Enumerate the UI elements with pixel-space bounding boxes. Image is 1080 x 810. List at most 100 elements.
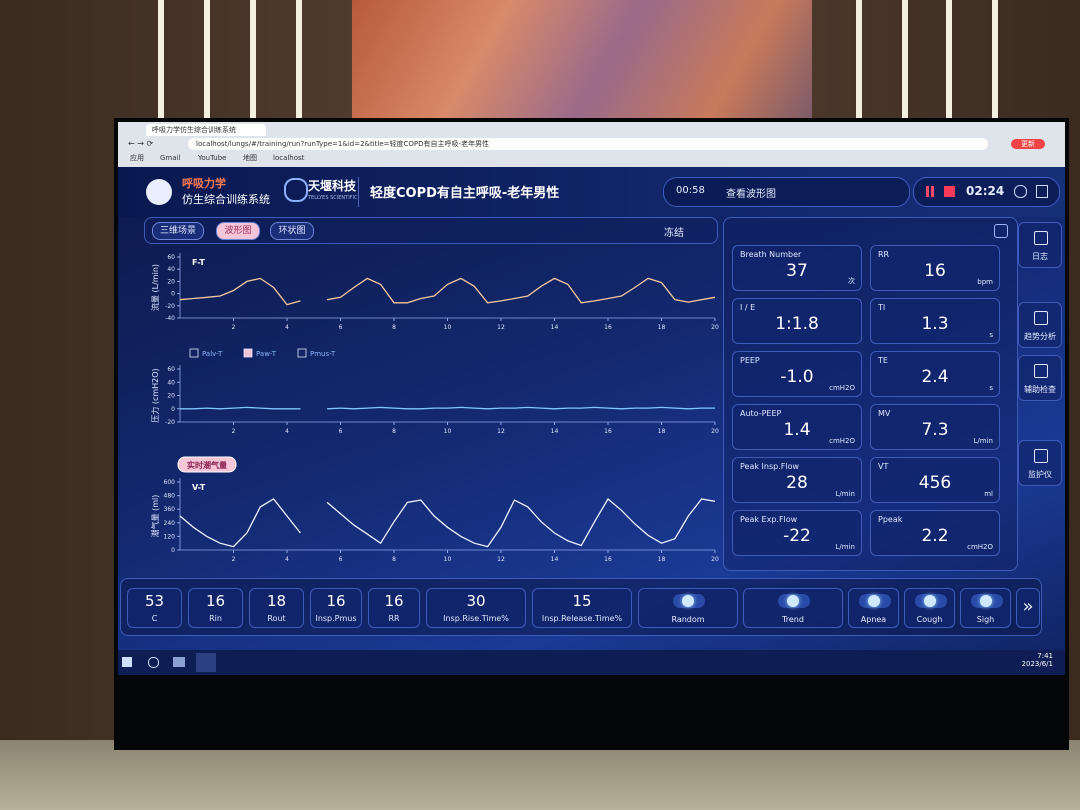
toggle-button[interactable]: Trend (743, 588, 843, 628)
chart-label: F-T (192, 258, 205, 267)
company-english: TELLYES SCIENTIFIC (308, 195, 358, 201)
legend-checkbox[interactable] (243, 348, 253, 358)
x-tick-label: 16 (604, 556, 612, 563)
explorer-icon[interactable] (173, 657, 185, 667)
search-icon[interactable] (148, 657, 159, 668)
y-tick-label: 480 (164, 493, 176, 500)
metric-label: Ppeak (878, 515, 903, 524)
bookmark[interactable]: localhost (273, 154, 305, 162)
toggle-switch (673, 594, 705, 608)
metric-unit: cmH2O (967, 543, 993, 551)
tab[interactable]: 环状图 (270, 222, 314, 240)
browser-tab[interactable]: 呼吸力学仿生综合训练系统 (146, 124, 266, 136)
toggle-button[interactable]: Random (638, 588, 738, 628)
param-button[interactable]: 30 Insp.Rise.Time% (426, 588, 526, 628)
y-tick-label: 0 (171, 406, 175, 413)
x-tick-label: 6 (339, 556, 343, 563)
toggle-label: Trend (782, 615, 804, 624)
chrome-icon[interactable] (196, 653, 216, 672)
address-bar[interactable]: localhost/lungs/#/training/run?runType=1… (188, 138, 988, 150)
x-tick-label: 8 (392, 324, 396, 331)
pause-button[interactable] (926, 186, 929, 197)
x-tick-label: 12 (497, 324, 505, 331)
side-nav-item[interactable]: 趋势分析 (1018, 302, 1062, 348)
profile-button[interactable]: 更新 (1011, 139, 1045, 149)
toggle-switch (914, 594, 947, 608)
param-label: Insp.Rise.Time% (443, 614, 509, 623)
side-nav-item[interactable]: 辅助检查 (1018, 355, 1062, 401)
tab[interactable]: 三维场景 (152, 222, 204, 240)
param-button[interactable]: 16 Insp.Pmus (310, 588, 362, 628)
metric-value: 1:1.8 (775, 314, 819, 334)
param-button[interactable]: 16 Rin (188, 588, 243, 628)
legend-checkbox[interactable] (297, 348, 307, 358)
x-tick-label: 14 (551, 428, 559, 435)
metric-label: MV (878, 409, 891, 418)
time: 7:41 (1037, 652, 1053, 660)
toggle-knob (979, 595, 992, 607)
metric-unit: L/min (973, 437, 993, 445)
tab[interactable]: 波形图 (216, 222, 260, 240)
side-nav-item[interactable]: 日志 (1018, 222, 1062, 268)
toggle-button[interactable]: Sigh (960, 588, 1011, 628)
y-tick-label: -40 (165, 315, 175, 322)
toggle-button[interactable]: Apnea (848, 588, 899, 628)
y-tick-label: 360 (164, 506, 176, 513)
toggle-knob (682, 595, 694, 607)
nav-buttons[interactable]: ← → ⟳ (128, 139, 154, 148)
param-button[interactable]: 53 C (127, 588, 182, 628)
x-tick-label: 10 (444, 428, 452, 435)
param-button[interactable]: 18 Rout (249, 588, 304, 628)
x-tick-label: 16 (604, 428, 612, 435)
y-tick-label: 60 (167, 254, 175, 261)
side-nav-icon (1034, 231, 1048, 245)
toggle-button[interactable]: Cough (904, 588, 955, 628)
y-tick-label: 20 (167, 278, 175, 285)
toggle-knob (867, 595, 880, 607)
side-nav-icon (1034, 364, 1048, 378)
x-tick-label: 18 (658, 428, 666, 435)
y-tick-label: 0 (171, 291, 175, 298)
freeze-button[interactable]: 冻结 (664, 228, 684, 239)
legend-label: Paw-T (256, 350, 277, 358)
bookmark[interactable]: 应用 (130, 154, 144, 162)
param-value: 18 (266, 592, 287, 610)
waveform-line (326, 277, 716, 304)
param-button[interactable]: 16 RR (368, 588, 420, 628)
bookmark[interactable]: YouTube (198, 154, 227, 162)
param-label: C (151, 614, 158, 623)
start-button[interactable] (122, 657, 132, 667)
badge (177, 456, 237, 473)
view-waveform[interactable]: 查看波形图 (726, 189, 776, 200)
side-nav-item[interactable]: 监护仪 (1018, 440, 1062, 486)
y-tick-label: 120 (164, 533, 176, 540)
legend-checkbox[interactable] (189, 348, 199, 358)
date: 2023/6/1 (1021, 660, 1053, 668)
x-tick-label: 10 (444, 324, 452, 331)
exit-icon[interactable] (1036, 185, 1048, 198)
metric-unit: 次 (848, 277, 855, 285)
x-tick-label: 20 (711, 324, 719, 331)
metric-value: 28 (786, 473, 808, 493)
x-tick-label: 12 (497, 556, 505, 563)
param-value: 16 (384, 592, 404, 610)
y-tick-label: 40 (167, 266, 175, 273)
app-subtitle: 仿生综合训练系统 (182, 193, 270, 206)
waveform-line (180, 406, 301, 410)
painting (352, 0, 812, 125)
metric-unit: L/min (835, 490, 855, 498)
settings-icon[interactable] (1014, 185, 1027, 198)
more-button[interactable]: » (1016, 588, 1040, 628)
toggle-label: Cough (916, 615, 943, 624)
x-tick-label: 6 (339, 428, 343, 435)
stop-button[interactable] (944, 186, 955, 197)
panel-settings[interactable] (994, 224, 1008, 238)
x-tick-label: 2 (232, 556, 236, 563)
y-tick-label: 0 (171, 547, 175, 554)
param-value: 16 (205, 592, 226, 610)
bookmark[interactable]: 地图 (243, 154, 257, 162)
metric-card: RR 16 bpm (870, 245, 1000, 291)
param-button[interactable]: 15 Insp.Release.Time% (532, 588, 632, 628)
bookmark[interactable]: Gmail (160, 154, 181, 162)
